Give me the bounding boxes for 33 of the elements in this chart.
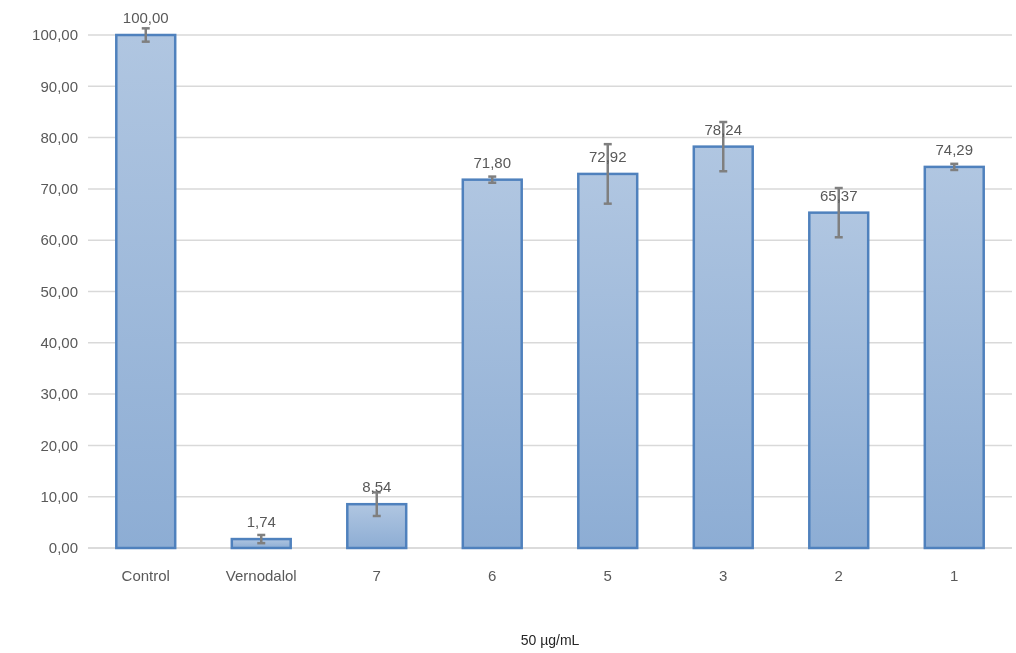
bar bbox=[577, 172, 639, 550]
y-tick-label: 0,00 bbox=[48, 539, 78, 557]
x-tick-label: 5 bbox=[603, 567, 612, 584]
x-tick-label: 7 bbox=[372, 567, 381, 584]
x-tick-label: Vernodalol bbox=[225, 567, 297, 584]
bar bbox=[115, 33, 177, 550]
bar bbox=[230, 537, 292, 550]
x-tick-label: 1 bbox=[950, 567, 959, 584]
bar bbox=[346, 502, 408, 550]
bar bbox=[923, 165, 985, 550]
y-tick-label: 60,00 bbox=[40, 231, 78, 249]
bar bbox=[808, 211, 870, 550]
y-tick-label: 40,00 bbox=[40, 334, 78, 352]
y-tick-label: 30,00 bbox=[40, 385, 78, 403]
x-axis-title: 50 µg/mL bbox=[520, 632, 580, 648]
y-tick-label: 50,00 bbox=[40, 282, 78, 300]
y-tick-label: 80,00 bbox=[40, 128, 78, 146]
y-tick-label: 20,00 bbox=[40, 436, 78, 454]
y-tick-label: 100,00 bbox=[32, 26, 78, 44]
y-tick-label: 90,00 bbox=[40, 77, 78, 95]
data-label: 1,74 bbox=[246, 513, 276, 531]
data-label: 71,80 bbox=[473, 153, 512, 171]
bar bbox=[461, 178, 523, 550]
data-label: 74,29 bbox=[935, 140, 974, 158]
bar bbox=[692, 145, 754, 550]
y-tick-label: 70,00 bbox=[40, 180, 78, 198]
x-tick-label: 6 bbox=[488, 567, 497, 584]
x-tick-label: Control bbox=[121, 567, 170, 584]
x-tick-label: 3 bbox=[719, 567, 728, 584]
x-tick-label: 2 bbox=[834, 567, 843, 584]
data-label: 100,00 bbox=[122, 9, 169, 26]
data-label: 8,54 bbox=[362, 478, 392, 496]
y-tick-label: 10,00 bbox=[40, 487, 78, 505]
